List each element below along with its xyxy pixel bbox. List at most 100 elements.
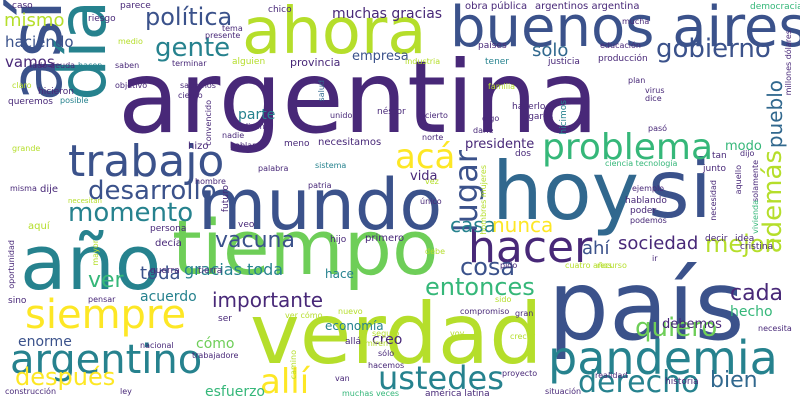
word-darle: darle <box>473 126 494 135</box>
word-derecho: derecho <box>578 365 700 400</box>
word-entonces: entonces <box>425 273 535 301</box>
word-ahi: ahí <box>582 238 610 259</box>
word-debemos: debemos <box>662 317 722 332</box>
word-proyecto: proyecto <box>502 369 538 378</box>
word-modo: modo <box>725 139 762 154</box>
word-america-latina: américa latina <box>425 389 490 399</box>
word-nunca: nunca <box>492 213 554 237</box>
word-unido: unido <box>330 111 353 120</box>
word-decir: decir <box>705 234 728 244</box>
word-posible: posible <box>60 96 89 105</box>
word-enorme: enorme <box>18 334 72 350</box>
word-idea: idea <box>735 234 755 244</box>
word-muchas-gracias: muchas gracias <box>332 6 443 22</box>
word-hacemos: hacemos <box>368 361 405 370</box>
word-mucha: mucha <box>622 17 650 26</box>
word-ahora: ahora <box>242 0 427 69</box>
word-objetivo: objetivo <box>115 81 148 90</box>
word-dije: dije <box>40 184 59 195</box>
word-plan: plan <box>628 76 646 85</box>
word-lugares: lugares <box>520 112 554 122</box>
word-construccion: construcción <box>5 387 57 396</box>
word-creo: creo <box>372 332 403 348</box>
word-hicimos: hicimos <box>559 100 569 135</box>
word-ustedes: ustedes <box>378 359 504 397</box>
word-tener: tener <box>485 57 510 67</box>
word-cada: cada <box>730 281 784 306</box>
word-terminar: terminar <box>172 59 207 68</box>
word-norte: norte <box>422 133 444 142</box>
word-sabemos: sabemos <box>180 81 216 90</box>
word-primero: primero <box>365 233 405 244</box>
word-alli: allí <box>260 362 310 400</box>
word-gente: gente <box>155 33 231 63</box>
word-miren: miren <box>365 339 389 348</box>
word-solo: sólo <box>378 349 395 358</box>
word-educacion: educación <box>600 41 641 50</box>
word-digo: digo <box>482 114 500 123</box>
word-futuro: futuro <box>221 185 231 213</box>
word-importante: importante <box>212 288 324 312</box>
word-desarrollo: desarrollo <box>88 176 217 206</box>
word-vivienda: vivienda <box>751 200 760 234</box>
word-hombre: hombre <box>195 177 226 186</box>
word-vacuna: vacuna <box>215 228 295 253</box>
word-voy: voy <box>450 329 465 338</box>
word-hecho: hecho <box>730 304 773 320</box>
word-hacer: hacer <box>468 222 593 273</box>
word-seguro: seguro <box>372 329 400 338</box>
word-cosa: cosa <box>460 253 516 281</box>
word-ciento: ciento <box>178 91 203 100</box>
word-empresa: empresa <box>352 49 409 64</box>
word-mayor: mayor <box>91 240 100 266</box>
word-nadie: nadie <box>222 131 245 140</box>
word-bien: bien <box>710 368 758 393</box>
word-ano: año <box>20 218 162 307</box>
word-vez: vez <box>425 177 439 186</box>
word-medio: medio <box>118 37 143 46</box>
word-vida: vida <box>410 169 438 184</box>
word-ver-como: ver cómo <box>285 311 323 320</box>
word-parte: parte <box>238 107 276 123</box>
word-parece: parece <box>120 1 151 11</box>
word-meno: meno <box>284 139 310 149</box>
word-siempre: siempre <box>25 292 187 338</box>
word-trabajadore: trabajadore <box>192 351 239 360</box>
word-verdad: verdad <box>250 285 543 383</box>
word-sistema: sistema <box>315 161 347 170</box>
word-nuevo: nuevo <box>338 307 363 316</box>
word-solamente: solamente <box>751 160 760 203</box>
word-salud: salud <box>317 80 326 102</box>
word-millones-dolares: millones dólares <box>784 30 793 96</box>
word-ejemplo: ejemplo <box>632 184 665 193</box>
word-caso: caso <box>12 1 33 11</box>
word-paso: pasó <box>648 124 668 133</box>
word-tema: tema <box>222 24 243 33</box>
word-pandemia: pandemia <box>548 331 778 385</box>
word-misma: misma <box>10 184 37 193</box>
word-podemos: podemos <box>630 216 667 225</box>
word-alla: allá <box>345 337 362 347</box>
word-ir: ir <box>652 254 658 263</box>
word-despues: después <box>15 363 116 391</box>
word-trabajo: trabajo <box>68 136 225 187</box>
word-tiempo: tiempo <box>172 203 439 292</box>
word-palabra: palabra <box>258 164 289 173</box>
word-quiero: quiero <box>635 313 718 343</box>
word-acuerdo: acuerdo <box>140 289 197 305</box>
word-economia: economía <box>325 319 384 333</box>
word-debe: debe <box>425 247 445 256</box>
word-pais: país <box>548 250 745 362</box>
word-hombres-mujeres: hombres mujeres <box>479 165 488 235</box>
word-hablar: hablar <box>230 141 256 150</box>
word-casa: casa <box>450 213 496 237</box>
word-dos: dos <box>515 149 531 159</box>
word-guerra: guerra <box>150 266 180 276</box>
word-mejor: mejor <box>705 230 775 258</box>
word-necesita: necesita <box>758 324 792 333</box>
word-provincia: provincia <box>290 56 341 69</box>
word-unico: único <box>420 197 442 206</box>
word-vamos: vamos <box>5 53 55 71</box>
word-produccion: producción <box>598 54 648 64</box>
word-argentinos-argentina: argentinos argentina <box>535 1 640 12</box>
